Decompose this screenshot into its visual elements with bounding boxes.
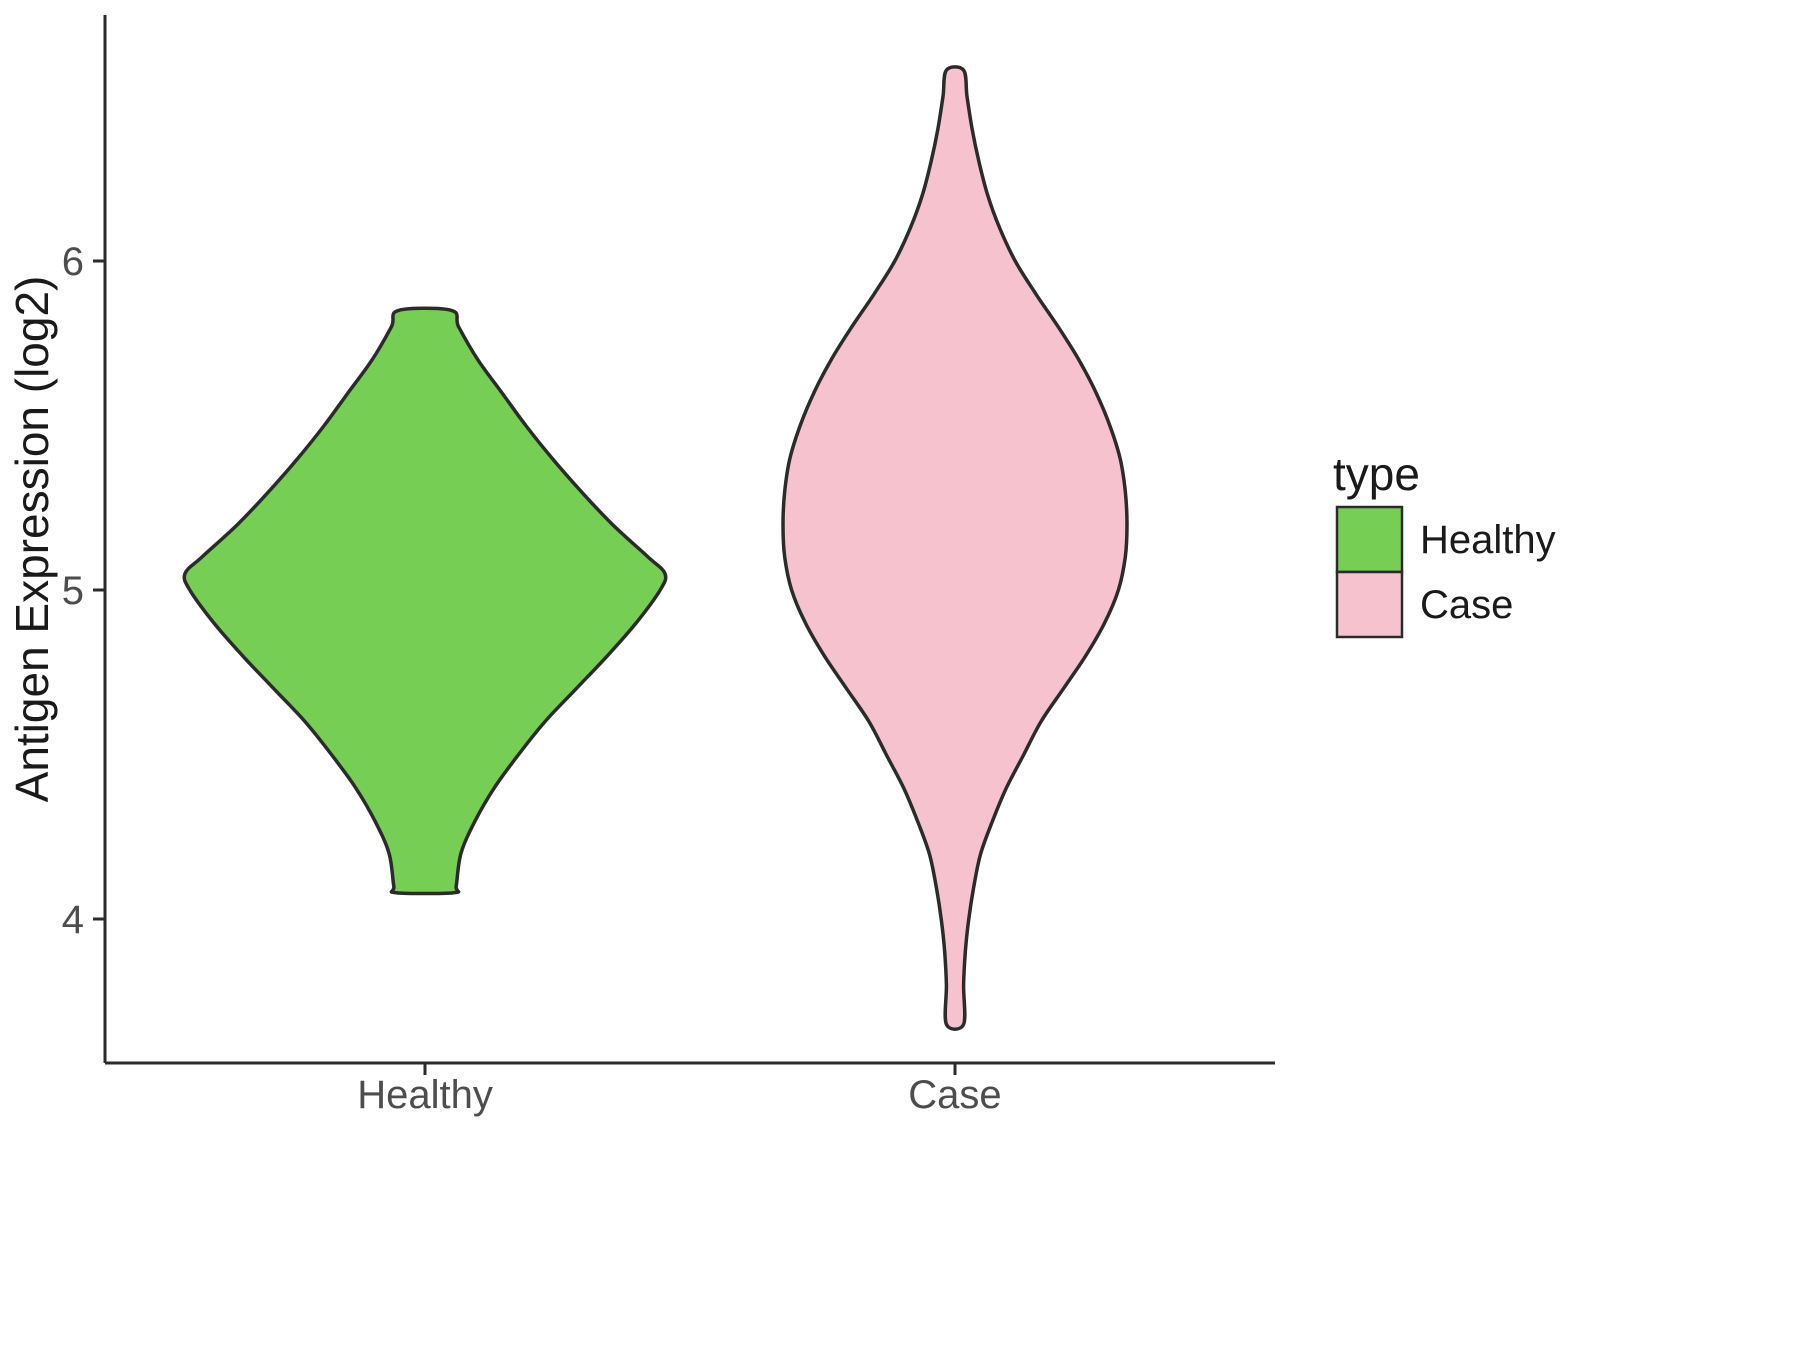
violin-healthy [182, 306, 668, 896]
legend-title: type [1333, 448, 1420, 500]
y-tick-label-6: 6 [62, 240, 84, 284]
violin-case [781, 65, 1129, 1031]
y-tick-label-4: 4 [62, 898, 84, 942]
y-tick-label-5: 5 [62, 569, 84, 613]
legend-key-healthy [1335, 505, 1404, 574]
legend-label-case: Case [1420, 583, 1513, 627]
x-category-label-case: Case [908, 1073, 1001, 1117]
y-axis-title: Antigen Expression (log2) [6, 276, 58, 803]
legend: type Healthy Case [1333, 448, 1556, 639]
legend-label-healthy: Healthy [1420, 518, 1556, 562]
legend-key-case [1335, 570, 1404, 639]
violin-layer [182, 65, 1129, 1031]
x-category-label-healthy: Healthy [357, 1073, 493, 1117]
